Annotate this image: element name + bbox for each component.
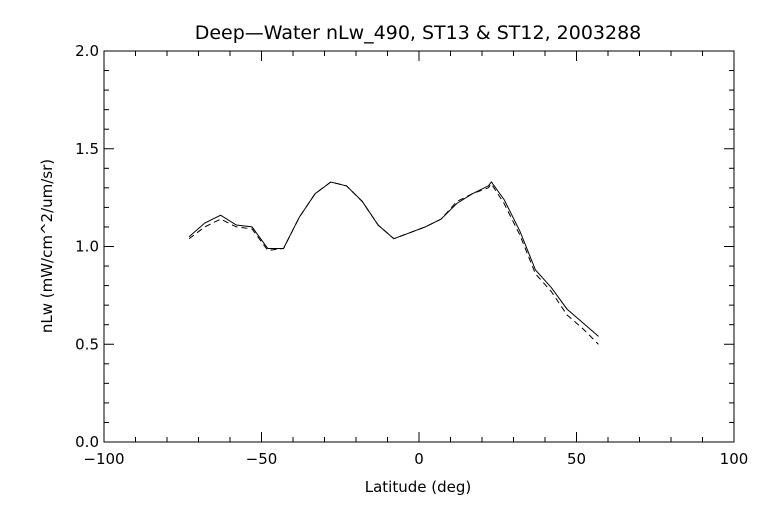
y-axis-label: nLw (mW/cm^2/um/sr) bbox=[38, 159, 56, 333]
x-tick-label: −50 bbox=[246, 450, 278, 468]
x-axis-label: Latitude (deg) bbox=[365, 478, 471, 496]
y-axis: 0.0 0.5 1.0 1.5 2.0 bbox=[75, 42, 734, 451]
x-tick-label: 50 bbox=[567, 450, 586, 468]
x-axis: −100 −50 0 50 100 bbox=[83, 51, 748, 468]
x-tick-label: −100 bbox=[83, 450, 124, 468]
y-tick-label: 1.5 bbox=[75, 140, 99, 158]
plot-frame bbox=[103, 50, 735, 443]
series-line-dashed bbox=[188, 181, 599, 345]
series-line-solid bbox=[188, 181, 599, 337]
x-tick-label: 100 bbox=[720, 450, 749, 468]
x-tick-label: 0 bbox=[414, 450, 424, 468]
y-tick-label: 0.0 bbox=[75, 433, 99, 451]
y-tick-label: 1.0 bbox=[75, 238, 99, 256]
chart-title: Deep—Water nLw_490, ST13 & ST12, 2003288 bbox=[195, 22, 642, 44]
y-tick-label: 0.5 bbox=[75, 335, 99, 353]
series-layer bbox=[188, 181, 599, 345]
y-tick-label: 2.0 bbox=[75, 42, 99, 60]
